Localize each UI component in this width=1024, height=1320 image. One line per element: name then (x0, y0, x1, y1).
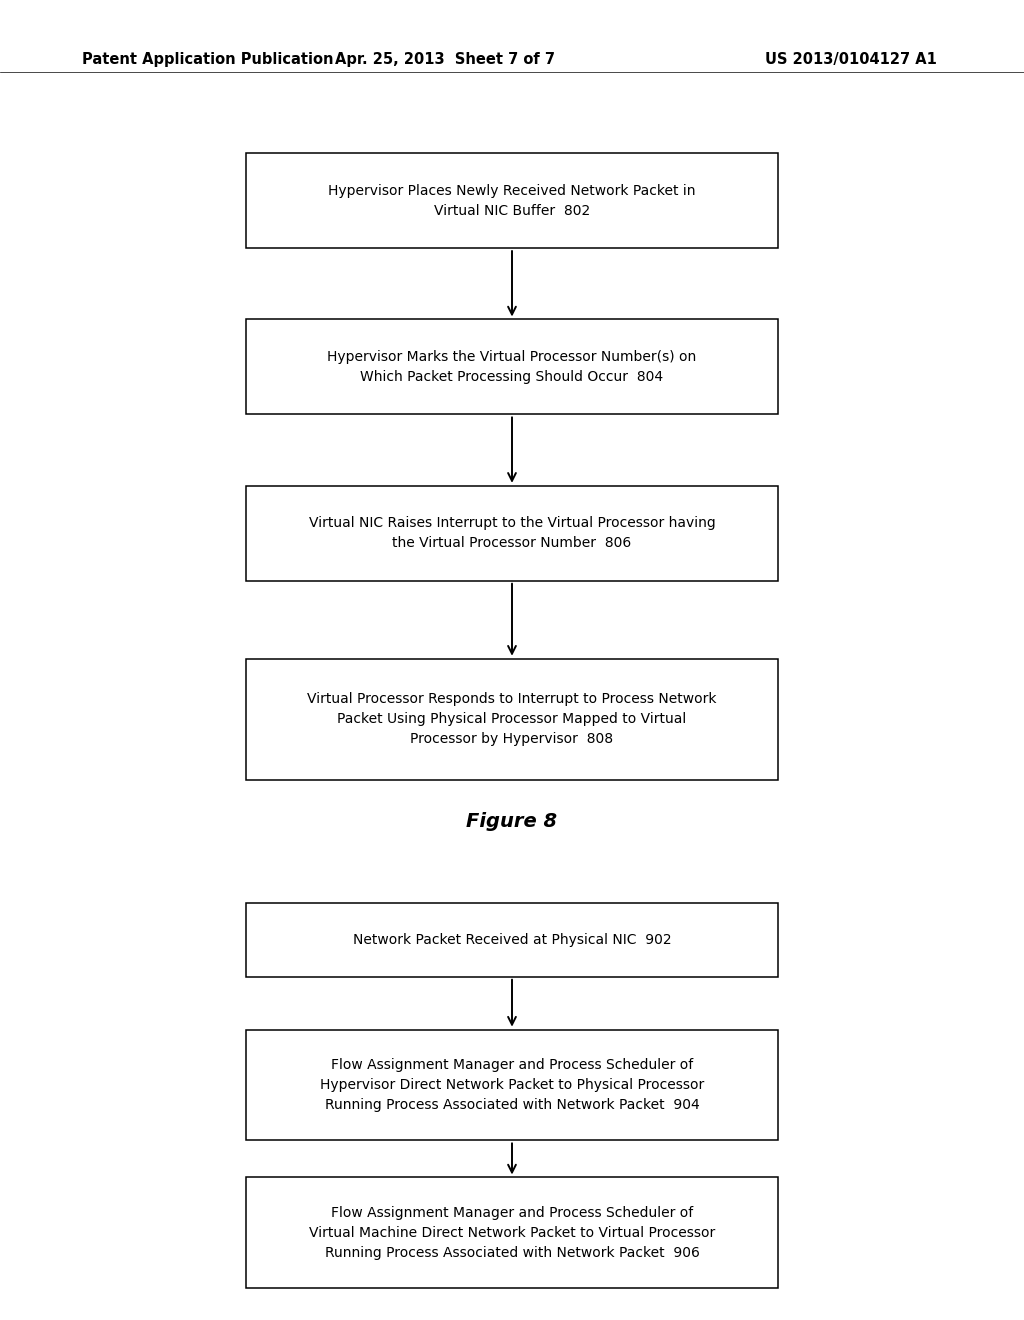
FancyBboxPatch shape (246, 659, 778, 780)
FancyBboxPatch shape (246, 1177, 778, 1288)
Text: Apr. 25, 2013  Sheet 7 of 7: Apr. 25, 2013 Sheet 7 of 7 (336, 51, 555, 67)
Text: Virtual Processor Responds to Interrupt to Process Network
Packet Using Physical: Virtual Processor Responds to Interrupt … (307, 693, 717, 746)
Text: Figure 8: Figure 8 (467, 812, 557, 830)
FancyBboxPatch shape (246, 486, 778, 581)
FancyBboxPatch shape (246, 903, 778, 977)
Text: Virtual NIC Raises Interrupt to the Virtual Processor having
the Virtual Process: Virtual NIC Raises Interrupt to the Virt… (308, 516, 716, 550)
FancyBboxPatch shape (246, 1030, 778, 1140)
Text: Hypervisor Places Newly Received Network Packet in
Virtual NIC Buffer  802: Hypervisor Places Newly Received Network… (329, 183, 695, 218)
Text: Flow Assignment Manager and Process Scheduler of
Virtual Machine Direct Network : Flow Assignment Manager and Process Sche… (309, 1206, 715, 1259)
Text: US 2013/0104127 A1: US 2013/0104127 A1 (765, 51, 937, 67)
FancyBboxPatch shape (246, 319, 778, 414)
Text: Network Packet Received at Physical NIC  902: Network Packet Received at Physical NIC … (352, 933, 672, 946)
FancyBboxPatch shape (246, 153, 778, 248)
Text: Patent Application Publication: Patent Application Publication (82, 51, 334, 67)
Text: Hypervisor Marks the Virtual Processor Number(s) on
Which Packet Processing Shou: Hypervisor Marks the Virtual Processor N… (328, 350, 696, 384)
Text: Flow Assignment Manager and Process Scheduler of
Hypervisor Direct Network Packe: Flow Assignment Manager and Process Sche… (319, 1059, 705, 1111)
